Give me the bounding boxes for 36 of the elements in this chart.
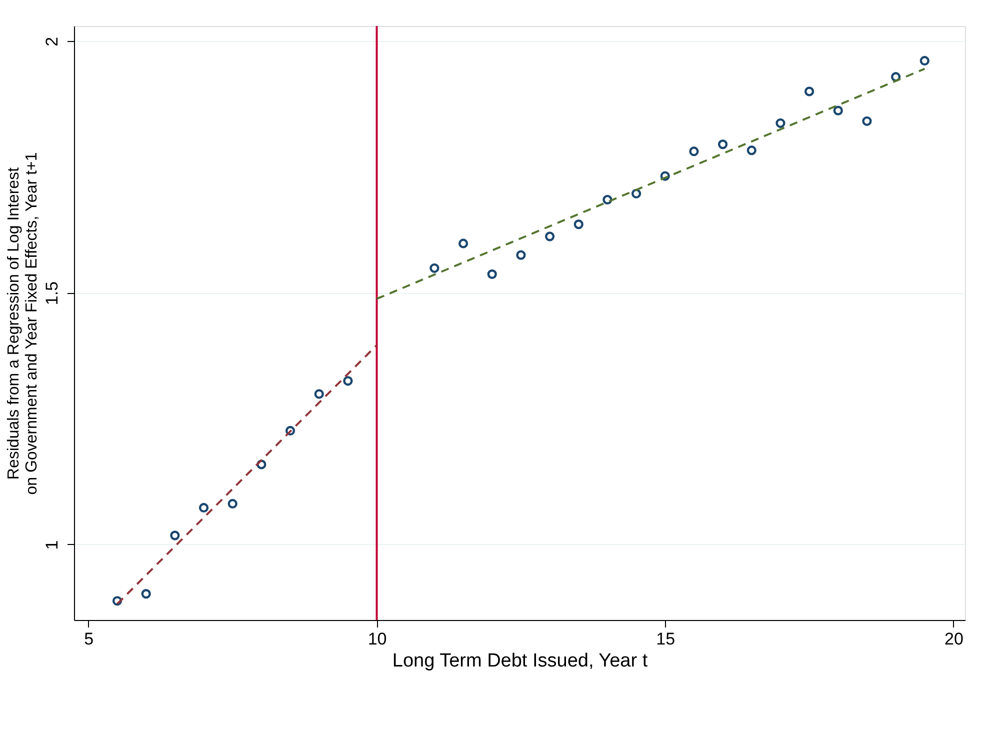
point [862,116,872,126]
point [430,263,440,273]
point [256,460,266,470]
x-axis-title: Long Term Debt Issued, Year t [392,650,648,672]
point [689,146,699,156]
point [228,498,238,509]
point [314,389,324,399]
point [458,238,468,248]
y-tick-label: 1 [42,540,62,550]
point [516,250,526,260]
point [833,106,843,116]
point [198,502,209,513]
point [141,589,151,599]
point [602,194,612,204]
point [343,376,353,386]
point [285,426,296,436]
point [804,86,814,96]
x-tick-label: 20 [944,630,964,648]
y-axis-title: Residuals from a Regression of Log Interest on Government and Year Fixed Effects, Year t+1 [6,152,40,495]
point [112,596,122,606]
x-tick-label: 5 [84,630,94,648]
point [718,139,728,150]
x-tick-label: 10 [368,630,387,648]
point [776,118,786,128]
y-tick-label: 2 [42,36,62,46]
point [544,232,555,242]
point [574,220,584,230]
point [660,171,670,181]
point [890,72,901,82]
point [170,530,180,540]
point [487,269,497,279]
y-tick-label: 1.5 [42,281,62,306]
x-tick-label: 15 [656,630,676,648]
point [746,146,756,156]
point [920,56,930,66]
point [631,188,642,198]
